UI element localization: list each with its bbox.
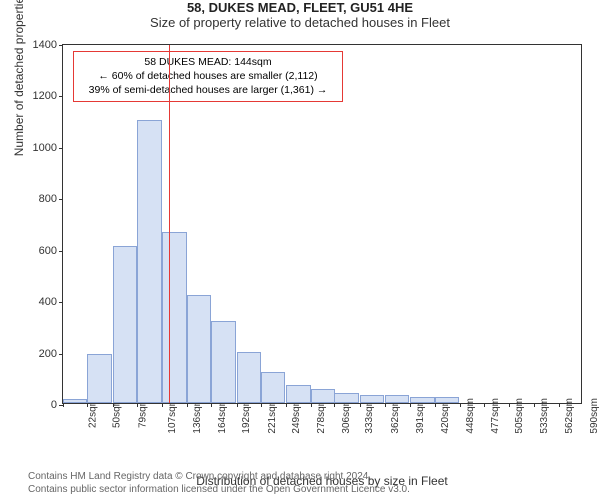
x-tick-mark — [261, 403, 262, 407]
y-tick: 600 — [25, 245, 57, 257]
x-tick-mark — [460, 403, 461, 407]
y-tick: 0 — [25, 399, 57, 411]
x-tick: 333sqm — [364, 398, 375, 434]
x-tick-mark — [334, 403, 335, 407]
credits-line2: Contains public sector information licen… — [28, 483, 410, 496]
histogram-bar — [410, 397, 434, 403]
marker-line — [169, 45, 170, 403]
x-tick-mark — [484, 403, 485, 407]
histogram-bar — [286, 385, 310, 403]
y-tick: 1000 — [25, 142, 57, 154]
x-tick: 164sqm — [217, 398, 228, 434]
histogram-bar — [87, 354, 111, 403]
x-tick-mark — [435, 403, 436, 407]
histogram-bar — [360, 395, 384, 403]
y-tick-mark — [59, 354, 63, 355]
x-tick-mark — [87, 403, 88, 407]
x-tick: 477sqm — [490, 398, 501, 434]
histogram-bar — [334, 393, 358, 403]
x-tick-mark — [113, 403, 114, 407]
histogram-bar — [385, 395, 409, 403]
x-tick: 249sqm — [291, 398, 302, 434]
x-tick: 136sqm — [193, 398, 204, 434]
y-tick-mark — [59, 302, 63, 303]
plot-area: 58 DUKES MEAD: 144sqm ← 60% of detached … — [62, 44, 582, 404]
y-tick: 800 — [25, 193, 57, 205]
y-tick-mark — [59, 96, 63, 97]
x-tick: 278sqm — [316, 398, 327, 434]
x-tick-mark — [137, 403, 138, 407]
histogram-bar — [311, 389, 335, 403]
x-tick-mark — [237, 403, 238, 407]
histogram-bar — [162, 232, 186, 403]
x-tick: 562sqm — [564, 398, 575, 434]
annotation-line2: ← 60% of detached houses are smaller (2,… — [82, 69, 334, 83]
x-tick: 448sqm — [465, 398, 476, 434]
histogram-bar — [435, 397, 459, 403]
x-tick-mark — [385, 403, 386, 407]
y-tick: 200 — [25, 348, 57, 360]
chart-title: 58, DUKES MEAD, FLEET, GU51 4HE — [0, 0, 600, 15]
x-tick-mark — [311, 403, 312, 407]
annotation-line3: 39% of semi-detached houses are larger (… — [82, 83, 334, 97]
histogram-bar — [137, 120, 161, 403]
x-tick: 221sqm — [267, 398, 278, 434]
y-tick-mark — [59, 251, 63, 252]
histogram-bar — [187, 295, 211, 403]
x-tick: 505sqm — [514, 398, 525, 434]
annotation-box: 58 DUKES MEAD: 144sqm ← 60% of detached … — [73, 51, 343, 102]
x-tick: 590sqm — [589, 398, 600, 434]
x-tick-mark — [509, 403, 510, 407]
histogram-bar — [113, 246, 137, 403]
x-tick-mark — [559, 403, 560, 407]
x-tick: 391sqm — [415, 398, 426, 434]
x-tick: 533sqm — [539, 398, 550, 434]
y-tick: 1200 — [25, 90, 57, 102]
x-tick-mark — [162, 403, 163, 407]
y-tick: 1400 — [25, 39, 57, 51]
histogram-bar — [261, 372, 285, 403]
y-tick: 400 — [25, 296, 57, 308]
credits: Contains HM Land Registry data © Crown c… — [28, 470, 410, 496]
x-tick: 362sqm — [390, 398, 401, 434]
y-tick-mark — [59, 45, 63, 46]
x-tick: 107sqm — [167, 398, 178, 434]
annotation-line1: 58 DUKES MEAD: 144sqm — [82, 55, 334, 69]
y-axis-label: Number of detached properties — [12, 0, 26, 156]
y-tick-mark — [59, 199, 63, 200]
x-tick-mark — [286, 403, 287, 407]
x-tick-mark — [187, 403, 188, 407]
x-tick-mark — [211, 403, 212, 407]
chart-subtitle: Size of property relative to detached ho… — [0, 15, 600, 30]
x-tick: 192sqm — [241, 398, 252, 434]
credits-line1: Contains HM Land Registry data © Crown c… — [28, 470, 410, 483]
histogram-bar — [211, 321, 235, 403]
chart-container: Number of detached properties 58 DUKES M… — [62, 44, 582, 434]
x-tick-mark — [360, 403, 361, 407]
x-tick-mark — [534, 403, 535, 407]
y-tick-mark — [59, 148, 63, 149]
x-tick: 420sqm — [440, 398, 451, 434]
histogram-bar — [63, 399, 87, 403]
x-tick-mark — [410, 403, 411, 407]
histogram-bar — [237, 352, 261, 403]
x-tick-mark — [63, 403, 64, 407]
x-tick: 306sqm — [341, 398, 352, 434]
